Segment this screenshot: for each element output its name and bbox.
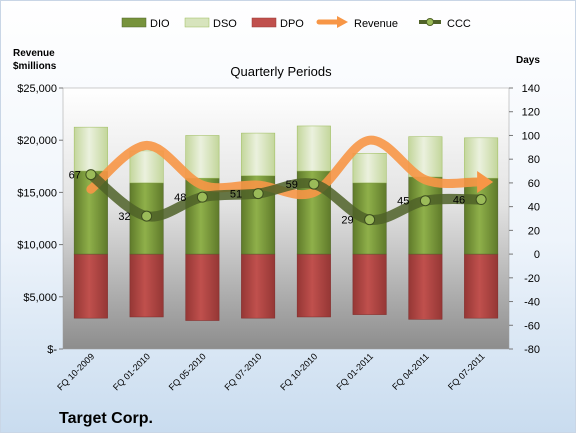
y-right-tick-label: 80	[528, 154, 540, 166]
bar-dpo	[73, 253, 108, 319]
bar-dso	[73, 126, 108, 172]
revenue-series	[86, 135, 494, 200]
ccc-data-label: 67	[69, 170, 81, 182]
y-right-tick-label: -40	[524, 297, 540, 309]
legend-label-dpo: DPO	[280, 18, 304, 30]
bar-dpo	[408, 253, 443, 320]
legend-label-ccc: CCC	[447, 18, 471, 30]
ccc-series: 67 32 48 51 59 29 45 46	[69, 169, 487, 227]
bar-dpo	[352, 253, 387, 315]
ccc-point	[252, 188, 264, 200]
y-right-label: Days	[516, 55, 540, 66]
x-tick-label: FQ 01-2011	[334, 351, 375, 392]
x-tick-label: FQ 05-2010	[167, 351, 208, 392]
bar-group	[73, 125, 499, 321]
x-tick-label: FQ 04-2011	[390, 351, 431, 392]
y-left-label-line2: $millions	[13, 61, 57, 72]
bar-dpo	[241, 253, 276, 319]
y-left-tick-label: $25,000	[17, 83, 57, 95]
x-tick-label: FQ 07-2010	[223, 351, 264, 392]
x-tick-label: FQ 10-2010	[278, 351, 319, 392]
bar-dso	[185, 135, 220, 179]
ccc-point	[85, 169, 97, 181]
x-tick-label: FQ 10-2009	[55, 351, 96, 392]
y-right-tick-label: -60	[524, 320, 540, 332]
y-right-ticks: -80 -60 -40 -20 0 20 40 60 80 100 120 140	[509, 83, 540, 356]
legend-swatch-dpo	[251, 17, 277, 28]
ccc-point	[475, 194, 487, 206]
y-left-tick-label: $-	[47, 344, 57, 356]
y-left-tick-label: $15,000	[17, 187, 57, 199]
ccc-data-label: 45	[397, 196, 409, 208]
ccc-data-label: 48	[174, 192, 186, 204]
ccc-data-label: 29	[341, 215, 353, 227]
y-right-tick-label: 120	[522, 107, 540, 119]
y-right-tick-label: 60	[528, 178, 540, 190]
ccc-data-label: 51	[230, 189, 242, 201]
bar-dso	[241, 132, 276, 177]
y-right-tick-label: 0	[534, 249, 540, 261]
bar-dso	[129, 150, 164, 184]
y-right-tick-label: 100	[522, 130, 540, 142]
ccc-point	[196, 191, 208, 203]
legend-swatch-dso	[184, 17, 210, 28]
revenue-line	[86, 135, 482, 200]
bar-dio	[408, 176, 443, 255]
bar-dso	[352, 153, 387, 184]
bar-dpo	[464, 253, 499, 319]
ccc-data-label: 46	[453, 195, 465, 207]
bar-dpo	[296, 253, 331, 318]
y-left-tick-label: $10,000	[17, 240, 57, 252]
y-right-tick-label: 20	[528, 225, 540, 237]
legend: DIO DSO DPO Revenue CCC	[121, 16, 471, 30]
bar-dso	[296, 125, 331, 172]
ccc-data-label: 32	[118, 211, 130, 223]
legend-swatch-dio	[121, 17, 147, 28]
y-left-ticks: $- $5,000 $10,000 $15,000 $20,000 $25,000	[17, 83, 63, 356]
x-tick-label: FQ 01-2010	[111, 351, 152, 392]
y-left-tick-label: $5,000	[23, 292, 57, 304]
y-left-label-line1: Revenue	[13, 48, 55, 59]
legend-label-revenue: Revenue	[354, 18, 398, 30]
revenue-arrowhead	[477, 170, 494, 193]
x-ticks: FQ 10-2009 FQ 01-2010 FQ 05-2010 FQ 07-2010…	[55, 351, 486, 392]
x-tick-label: FQ 07-2011	[446, 351, 487, 392]
legend-label-dso: DSO	[213, 18, 237, 30]
legend-revenue-arrowhead	[337, 16, 348, 28]
ccc-point	[419, 195, 431, 207]
ccc-point	[364, 214, 376, 226]
ccc-point	[308, 178, 320, 190]
bar-dpo	[129, 253, 164, 318]
company-name: Target Corp.	[59, 410, 153, 427]
y-right-tick-label: 40	[528, 202, 540, 214]
bar-dso	[464, 137, 499, 179]
chart-subtitle: Quarterly Periods	[230, 64, 332, 79]
y-right-tick-label: -20	[524, 273, 540, 285]
y-right-tick-label: -80	[524, 344, 540, 356]
y-left-tick-label: $20,000	[17, 135, 57, 147]
legend-ccc-marker	[426, 18, 434, 26]
ccc-data-label: 59	[286, 179, 298, 191]
y-right-tick-label: 140	[522, 83, 540, 95]
bar-dpo	[185, 253, 220, 321]
ccc-point	[141, 210, 153, 222]
legend-label-dio: DIO	[150, 18, 170, 30]
